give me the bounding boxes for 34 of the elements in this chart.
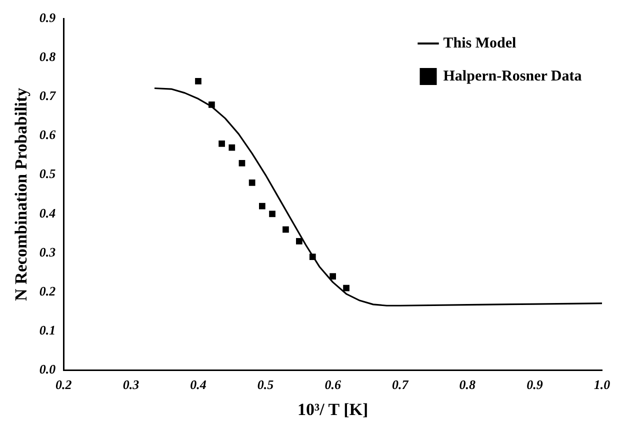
y-tick-label: 0.0 — [39, 361, 56, 376]
x-tick-label: 0.4 — [190, 377, 207, 392]
y-tick-label: 0.8 — [39, 49, 56, 64]
x-tick-label: 0.9 — [526, 377, 544, 392]
y-tick-label: 0.9 — [39, 10, 56, 26]
point — [238, 160, 246, 166]
point — [343, 284, 350, 292]
point — [330, 273, 336, 280]
x-tick-label: 0.6 — [324, 377, 342, 392]
point — [269, 210, 276, 218]
point — [282, 226, 289, 233]
x-tick-label: 0.7 — [392, 377, 409, 392]
legend-label: Halpern-Rosner Data — [443, 68, 582, 84]
y-tick-label: 0.1 — [39, 322, 56, 338]
x-axis-title: 10³/ T [K] — [298, 400, 368, 420]
point — [258, 202, 266, 210]
point — [218, 140, 225, 147]
y-tick-label: 0.3 — [39, 244, 56, 260]
point — [228, 144, 236, 151]
y-tick-label: 0.2 — [39, 283, 56, 298]
x-tick-label: 0.8 — [459, 377, 476, 392]
point — [296, 238, 302, 244]
x-tick-label: 0.3 — [122, 377, 140, 392]
point — [248, 180, 256, 186]
x-tick-label: 1.0 — [594, 377, 611, 392]
point — [195, 78, 202, 84]
legend-label: This Model — [443, 35, 516, 52]
y-tick-label: 0.5 — [39, 166, 56, 182]
y-axis-title: N Recombination Probability — [12, 87, 31, 301]
x-tick-label: 0.5 — [257, 377, 274, 392]
y-tick-label: 0.6 — [39, 127, 56, 142]
y-tick-label: 0.7 — [39, 88, 56, 104]
x-tick-label: 0.2 — [56, 377, 72, 392]
y-tick-label: 0.4 — [39, 205, 56, 220]
